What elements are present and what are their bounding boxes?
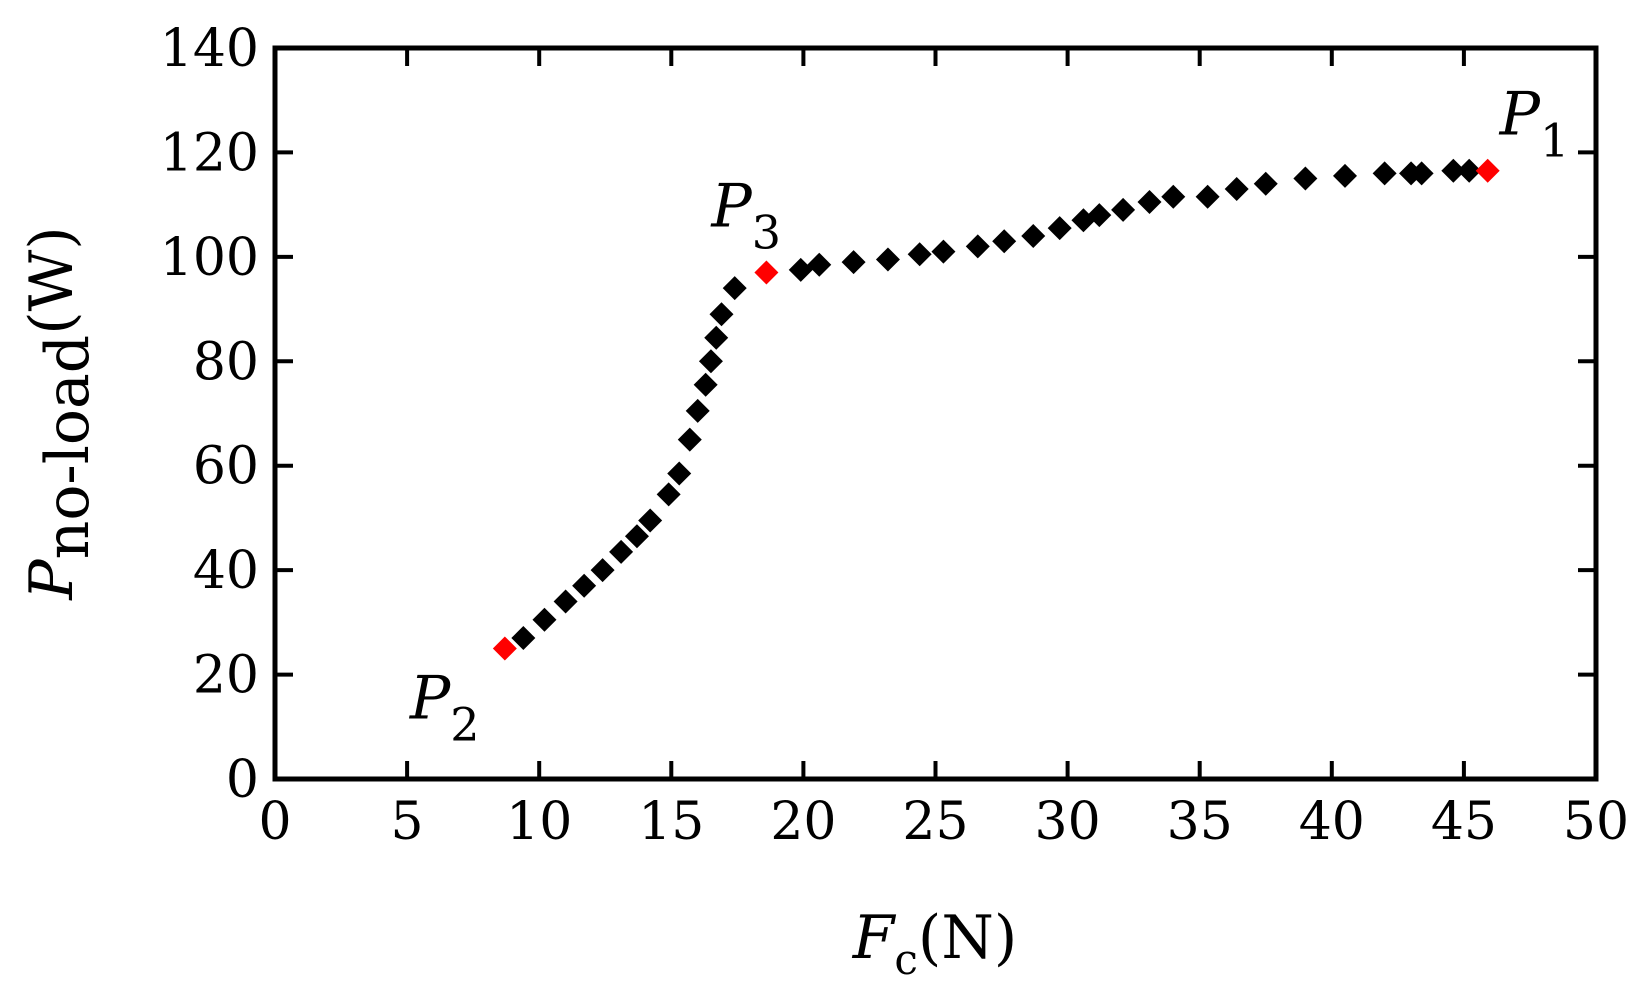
y-tick-label: 40: [193, 541, 259, 601]
data-point: [1225, 177, 1249, 201]
y-axis-label: Pno-load(W): [17, 226, 103, 600]
data-point: [1161, 185, 1185, 209]
x-axis-label-unit: (N): [918, 903, 1017, 973]
point-annotations: P1 P2 P3: [409, 80, 1569, 752]
y-axis-label-sub: no-load: [33, 335, 103, 560]
annotation-label: P3: [710, 172, 781, 260]
data-point: [493, 636, 517, 660]
data-point: [908, 242, 932, 266]
y-tick-label: 0: [226, 750, 259, 810]
data-point: [931, 240, 955, 264]
data-point: [511, 626, 535, 650]
data-points: [493, 159, 1500, 661]
data-point: [591, 558, 615, 582]
data-point: [1048, 216, 1072, 240]
data-point: [1333, 164, 1357, 188]
data-point: [1476, 159, 1500, 183]
x-tick-label: 40: [1299, 792, 1365, 852]
x-tick-label: 10: [506, 792, 572, 852]
data-point: [1138, 190, 1162, 214]
data-point: [992, 229, 1016, 253]
y-tick-label: 80: [193, 332, 259, 392]
data-point: [842, 250, 866, 274]
data-point: [699, 349, 723, 373]
data-point: [876, 247, 900, 271]
data-point: [686, 399, 710, 423]
data-point: [966, 234, 990, 258]
data-point: [667, 462, 691, 486]
data-point: [532, 608, 556, 632]
data-point: [1373, 161, 1397, 185]
x-tick-label: 15: [638, 792, 704, 852]
x-tick-label: 20: [770, 792, 836, 852]
x-tick-label: 0: [258, 792, 291, 852]
plot-frame: [275, 48, 1596, 779]
data-point: [754, 261, 778, 285]
data-point: [678, 428, 702, 452]
x-axis-label-sub: c: [894, 935, 918, 984]
data-point: [704, 326, 728, 350]
y-tick-label: 120: [160, 123, 259, 183]
data-point: [694, 373, 718, 397]
data-point: [1293, 167, 1317, 191]
data-point: [709, 302, 733, 326]
annotation-label: P2: [409, 663, 480, 751]
x-axis-label-main: F: [852, 903, 897, 973]
data-point: [1196, 185, 1220, 209]
y-tick-label: 60: [193, 437, 259, 497]
data-point: [609, 540, 633, 564]
y-tick-label: 140: [160, 19, 259, 79]
y-tick-label: 20: [193, 646, 259, 706]
x-axis-label: Fc(N): [852, 903, 1018, 984]
data-point: [1111, 198, 1135, 222]
axis-ticks: [275, 48, 1596, 779]
y-tick-labels: 0 20 40 60 80 100 120 140: [160, 19, 259, 810]
data-point: [807, 253, 831, 277]
y-axis-label-main: P: [17, 558, 87, 601]
y-axis-label-unit: (W): [17, 226, 87, 335]
x-tick-label: 30: [1035, 792, 1101, 852]
x-tick-label: 5: [391, 792, 424, 852]
data-point: [554, 589, 578, 613]
data-point: [657, 482, 681, 506]
data-point: [638, 509, 662, 533]
y-tick-label: 100: [160, 228, 259, 288]
data-point: [1254, 172, 1278, 196]
annotation-label: P1: [1499, 80, 1570, 168]
x-tick-label: 50: [1563, 792, 1629, 852]
data-point: [1021, 224, 1045, 248]
data-point: [572, 574, 596, 598]
data-point: [789, 258, 813, 282]
x-tick-label: 35: [1167, 792, 1233, 852]
data-point: [625, 524, 649, 548]
x-tick-label: 25: [902, 792, 968, 852]
data-point: [723, 276, 747, 300]
x-tick-labels: 0 5 10 15 20 25 30 35 40 45 50: [258, 792, 1629, 852]
x-tick-label: 45: [1431, 792, 1497, 852]
